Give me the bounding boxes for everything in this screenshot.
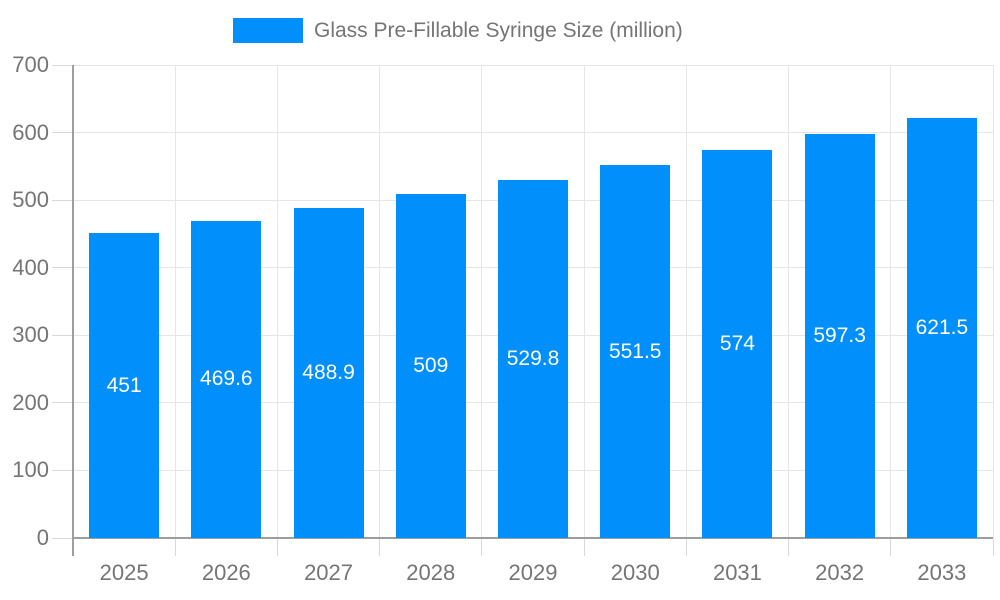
bar-2026[interactable] — [191, 220, 262, 538]
y-tick-label-700: 700 — [12, 52, 49, 77]
bar-2025[interactable] — [89, 233, 160, 538]
gridline-vertical — [890, 65, 892, 538]
y-axis-tick — [52, 132, 73, 134]
bar-2028[interactable] — [395, 194, 466, 538]
y-axis-tick — [52, 267, 73, 269]
gridline-vertical — [583, 65, 585, 538]
gridline-vertical — [379, 65, 381, 538]
bar-2031[interactable] — [702, 150, 773, 538]
bar-value-2028: 509 — [413, 354, 449, 378]
gridline-vertical — [685, 65, 687, 538]
y-tick-label-600: 600 — [12, 119, 49, 145]
x-axis-tick — [379, 539, 381, 556]
gridline-vertical — [276, 65, 278, 538]
chart-legend-item[interactable]: Glass Pre-Fillable Syringe Size (million… — [233, 18, 683, 43]
y-tick-label-300: 300 — [12, 322, 49, 348]
bar-2027[interactable] — [293, 207, 364, 538]
y-axis-tick — [52, 64, 73, 66]
bar-value-2026: 469.6 — [200, 367, 253, 391]
x-tick-label-2027: 2027 — [304, 560, 354, 585]
gridline-vertical — [992, 65, 994, 538]
bar-value-2027: 488.9 — [302, 360, 355, 384]
bar-2032[interactable] — [804, 134, 875, 538]
bar-2029[interactable] — [498, 180, 568, 538]
y-axis-tick — [52, 402, 73, 404]
x-tick-label-2026: 2026 — [201, 560, 251, 585]
gridline-vertical — [481, 65, 483, 538]
x-axis-tick — [890, 539, 892, 556]
bar-value-2029: 529.8 — [506, 347, 560, 370]
bar-value-2031: 574 — [719, 332, 755, 356]
y-axis-line — [72, 65, 74, 556]
x-axis-tick — [992, 539, 994, 556]
x-axis-tick — [174, 539, 176, 556]
legend-swatch — [233, 18, 303, 43]
legend-label: Glass Pre-Fillable Syringe Size (million… — [314, 18, 683, 42]
y-tick-label-500: 500 — [12, 187, 49, 213]
y-tick-label-0: 0 — [36, 525, 49, 550]
x-tick-label-2031: 2031 — [712, 560, 762, 585]
y-axis-tick — [52, 537, 73, 539]
x-tick-label-2029: 2029 — [508, 560, 558, 585]
gridline-horizontal — [73, 64, 993, 66]
y-axis-tick — [52, 199, 73, 201]
x-tick-label-2028: 2028 — [406, 560, 456, 585]
x-axis-tick — [276, 539, 278, 556]
bar-2030[interactable] — [600, 165, 671, 538]
x-tick-label-2033: 2033 — [917, 560, 967, 585]
bar-value-2025: 451 — [106, 373, 142, 397]
y-axis-tick — [52, 334, 73, 336]
y-tick-label-400: 400 — [12, 254, 49, 280]
x-tick-label-2030: 2030 — [610, 560, 660, 585]
x-axis-tick — [481, 539, 483, 556]
y-tick-label-100: 100 — [12, 457, 49, 483]
x-axis-tick — [788, 539, 790, 556]
bar-value-2032: 597.3 — [813, 324, 866, 348]
gridline-vertical — [788, 65, 790, 538]
y-axis-tick — [52, 469, 73, 471]
gridline-horizontal — [73, 132, 993, 134]
x-axis-tick — [685, 539, 687, 556]
bar-2033[interactable] — [906, 118, 977, 538]
x-tick-label-2025: 2025 — [99, 560, 149, 585]
x-axis-line — [73, 537, 993, 539]
y-tick-label-200: 200 — [12, 389, 49, 415]
bar-value-2033: 621.5 — [915, 316, 969, 340]
bar-value-2030: 551.5 — [608, 339, 662, 363]
gridline-vertical — [174, 65, 176, 538]
x-axis-tick — [583, 539, 585, 556]
x-tick-label-2032: 2032 — [815, 560, 865, 585]
